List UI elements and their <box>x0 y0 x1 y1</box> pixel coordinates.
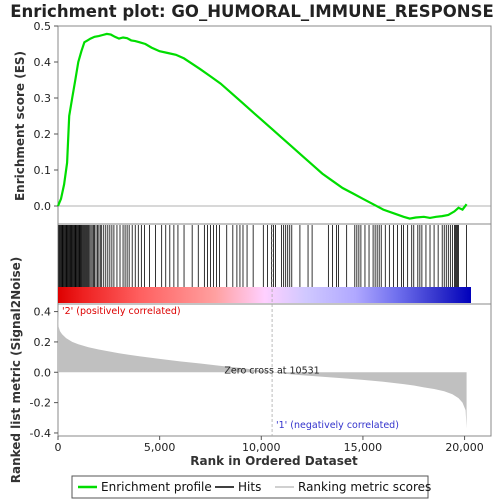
legend-enrichment-profile-label: Enrichment profile <box>101 480 212 494</box>
positive-correlation-label: '2' (positively correlated) <box>62 306 181 317</box>
hit-marks <box>58 225 468 287</box>
chart-title: Enrichment plot: GO_HUMORAL_IMMUNE_RESPO… <box>10 2 494 21</box>
metric-y-tick-label: 0.4 <box>34 306 52 319</box>
es-y-tick-label: 0.4 <box>34 56 52 69</box>
legend-hits-label: Hits <box>238 480 261 494</box>
enrichment-profile-line <box>56 32 468 220</box>
es-panel-frame <box>57 25 492 225</box>
metric-y-axis-label: Ranked list metric (Signal2Noise) <box>9 257 23 484</box>
zero-cross-label: Zero cross at 10531 <box>224 365 319 376</box>
x-tick-label: 0 <box>55 441 62 454</box>
es-y-tick-label: 0.2 <box>34 128 52 141</box>
ranked-list-color-bar <box>58 287 471 303</box>
metric-y-tick-label: 0.0 <box>34 366 52 379</box>
x-axis-label: Rank in Ordered Dataset <box>190 454 358 468</box>
es-y-tick-label: 0.1 <box>34 164 52 177</box>
ranking-metric-area <box>58 304 467 429</box>
negative-correlation-label: '1' (negatively correlated) <box>276 420 399 431</box>
metric-x-ticks: 0 5,000 10,000 15,000 20,000 <box>55 436 484 454</box>
metric-y-ticks: -0.4 -0.2 0.0 0.2 0.4 <box>30 306 58 440</box>
x-tick-label: 5,000 <box>144 441 176 454</box>
legend-ranking-metric-label: Ranking metric scores <box>298 480 431 494</box>
metric-y-tick-label: 0.2 <box>34 336 52 349</box>
es-y-tick-label: 0.5 <box>34 20 52 33</box>
es-y-ticks: 0.0 0.1 0.2 0.3 0.4 0.5 <box>34 20 58 213</box>
legend-box <box>71 475 429 499</box>
metric-y-tick-label: -0.2 <box>30 397 51 410</box>
metric-y-tick-label: -0.4 <box>30 427 51 440</box>
es-y-tick-label: 0.3 <box>34 92 52 105</box>
es-y-axis-label: Enrichment score (ES) <box>13 51 27 201</box>
x-tick-label: 20,000 <box>445 441 484 454</box>
es-y-tick-label: 0.0 <box>34 200 52 213</box>
x-tick-label: 15,000 <box>344 441 383 454</box>
x-tick-label: 10,000 <box>242 441 281 454</box>
